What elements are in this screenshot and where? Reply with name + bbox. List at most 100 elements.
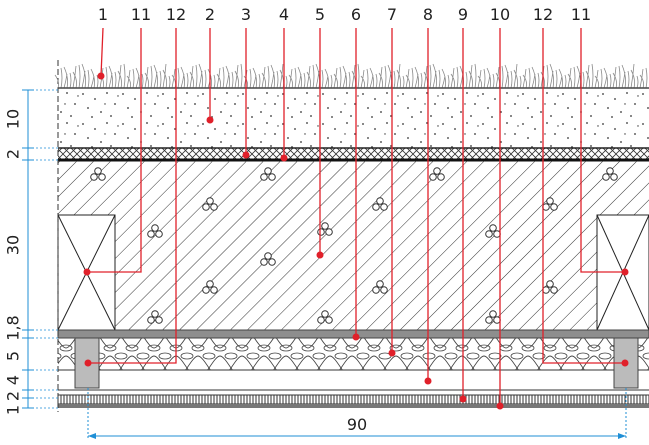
insulation [58, 338, 649, 370]
stone [321, 222, 329, 230]
stone [493, 230, 501, 238]
leader-dot [280, 154, 288, 162]
leader-dot [496, 402, 504, 410]
stone [433, 167, 441, 175]
leader-line [87, 28, 142, 273]
leader-dot [242, 151, 250, 159]
callout-label: 7 [387, 5, 397, 24]
stone [325, 228, 333, 236]
callout-label: 5 [315, 5, 325, 24]
leader-dot [388, 349, 396, 357]
leader-dot [83, 268, 91, 276]
callout-label: 11 [571, 5, 591, 24]
stone [206, 280, 214, 288]
stone [155, 230, 163, 238]
stone [155, 316, 163, 324]
dim-label: 2 [4, 391, 23, 401]
leader-line [88, 28, 177, 364]
stone [550, 286, 558, 294]
callout-label: 12 [533, 5, 553, 24]
leader-dot [206, 116, 214, 124]
ceiling-board [58, 404, 649, 408]
leader-dot [621, 359, 629, 367]
stone [206, 197, 214, 205]
stone [147, 316, 155, 324]
callout-label: 3 [241, 5, 251, 24]
stone [151, 310, 159, 318]
leader-dot [316, 251, 324, 259]
stone [317, 228, 325, 236]
stone [376, 280, 384, 288]
stone [380, 286, 388, 294]
leader-dot [459, 395, 467, 403]
stone [202, 286, 210, 294]
stone [151, 224, 159, 232]
timber-slab [58, 161, 649, 330]
callout-label: 6 [351, 5, 361, 24]
callout-label: 4 [279, 5, 289, 24]
dim-label: 4 [4, 375, 23, 385]
dimensions: 10 2 30 1,8 5 4 2 1 90 [4, 89, 627, 440]
stone [372, 203, 380, 211]
leader-dot [97, 72, 105, 80]
drainage-layer [58, 148, 649, 160]
stone [264, 167, 272, 175]
layers [57, 60, 649, 412]
stone [264, 252, 272, 260]
grass [54, 63, 649, 89]
leader-line [542, 28, 625, 364]
stone [202, 203, 210, 211]
stone [321, 310, 329, 318]
stone [268, 173, 276, 181]
stone [376, 197, 384, 205]
stone [610, 173, 618, 181]
callouts: 1 11 12 2 3 4 5 6 7 8 9 10 12 11 [83, 5, 629, 410]
callout-label: 12 [166, 5, 186, 24]
stone [546, 280, 554, 288]
callout-label: 1 [98, 5, 108, 24]
stone [380, 203, 388, 211]
stone [260, 173, 268, 181]
stone [485, 230, 493, 238]
stone [317, 316, 325, 324]
stone [325, 316, 333, 324]
stone [485, 316, 493, 324]
dim-label: 90 [347, 415, 367, 434]
stone [546, 197, 554, 205]
callout-label: 8 [423, 5, 433, 24]
dim-label: 2 [4, 149, 23, 159]
callout-label: 11 [131, 5, 151, 24]
stone [602, 173, 610, 181]
stone [542, 286, 550, 294]
stone [429, 173, 437, 181]
dim-label: 1,8 [4, 315, 23, 340]
dim-label: 30 [4, 235, 23, 255]
stone [260, 258, 268, 266]
leader-dot [424, 377, 432, 385]
stones [90, 167, 618, 324]
leader-dot [621, 268, 629, 276]
callout-label: 9 [458, 5, 468, 24]
stone [268, 258, 276, 266]
stone [489, 224, 497, 232]
leader-dot [84, 359, 92, 367]
stone [542, 203, 550, 211]
stone [606, 167, 614, 175]
grass-blades [54, 63, 648, 89]
stone [493, 316, 501, 324]
stone [210, 203, 218, 211]
stone [147, 230, 155, 238]
stone [489, 310, 497, 318]
leader-line [100, 27, 104, 77]
leader-line [580, 28, 625, 273]
stone [94, 167, 102, 175]
stone [372, 286, 380, 294]
stone [210, 286, 218, 294]
dim-label: 1 [4, 405, 23, 415]
dim-label: 5 [4, 351, 23, 361]
soil [58, 88, 649, 148]
stone [98, 173, 106, 181]
ceiling-lining [57, 394, 649, 405]
stone [437, 173, 445, 181]
